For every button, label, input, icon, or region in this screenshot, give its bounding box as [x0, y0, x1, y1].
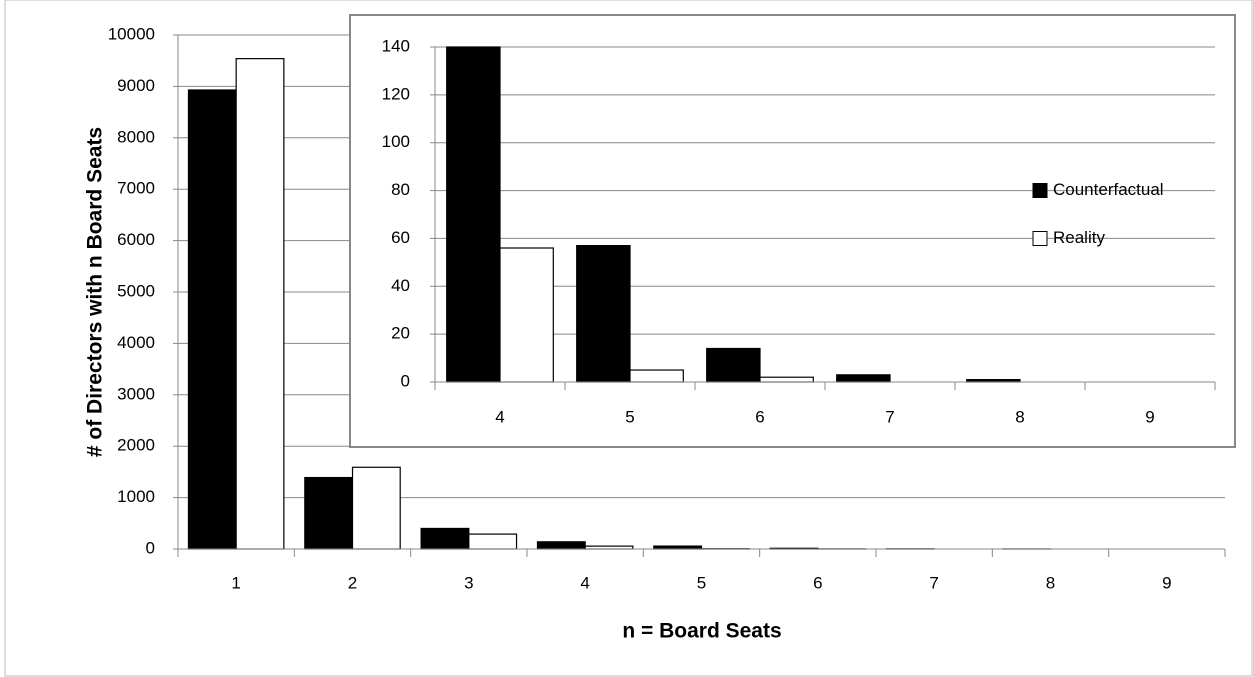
bar — [706, 347, 761, 383]
bar — [304, 476, 354, 550]
y-tick-label: 2000 — [117, 436, 155, 455]
legend-label: Counterfactual — [1053, 180, 1164, 199]
y-tick-label: 20 — [391, 324, 410, 343]
x-tick-label: 6 — [813, 573, 822, 592]
bar — [499, 247, 554, 383]
legend-label: Reality — [1053, 228, 1105, 247]
y-axis-label: # of Directors with n Board Seats — [84, 127, 107, 457]
y-tick-label: 6000 — [117, 230, 155, 249]
bar — [629, 369, 684, 383]
y-tick-label: 80 — [391, 180, 410, 199]
bar — [446, 46, 501, 383]
x-tick-label: 2 — [348, 573, 357, 592]
x-tick-label: 4 — [495, 407, 504, 426]
y-tick-label: 5000 — [117, 281, 155, 300]
x-axis-label: n = Board Seats — [622, 620, 781, 643]
x-tick-label: 8 — [1046, 573, 1055, 592]
legend-swatch — [1032, 183, 1048, 198]
y-tick-label: 60 — [391, 228, 410, 247]
bar — [351, 466, 401, 550]
y-tick-label: 0 — [401, 371, 410, 390]
y-tick-label: 8000 — [117, 127, 155, 146]
y-tick-label: 1000 — [117, 487, 155, 506]
y-tick-label: 9000 — [117, 76, 155, 95]
x-tick-label: 5 — [697, 573, 706, 592]
legend-swatch — [1032, 231, 1048, 246]
bar — [187, 89, 237, 550]
bar — [576, 245, 631, 383]
y-tick-label: 4000 — [117, 333, 155, 352]
y-tick-label: 0 — [146, 538, 155, 557]
x-tick-label: 1 — [231, 573, 240, 592]
x-tick-label: 5 — [625, 407, 634, 426]
y-tick-label: 40 — [391, 276, 410, 295]
bar — [759, 376, 814, 383]
x-tick-label: 6 — [755, 407, 764, 426]
x-tick-label: 9 — [1145, 407, 1154, 426]
y-tick-label: 7000 — [117, 179, 155, 198]
x-tick-label: 7 — [929, 573, 938, 592]
y-tick-label: 3000 — [117, 384, 155, 403]
x-tick-label: 8 — [1015, 407, 1024, 426]
x-tick-label: 9 — [1162, 573, 1171, 592]
y-tick-label: 10000 — [108, 24, 155, 43]
bar — [235, 58, 285, 550]
x-tick-label: 4 — [580, 573, 589, 592]
y-tick-label: 100 — [382, 132, 410, 151]
y-tick-label: 140 — [382, 36, 410, 55]
bar — [836, 374, 891, 383]
bar — [468, 533, 518, 550]
bar — [536, 541, 586, 550]
bar — [420, 527, 470, 550]
y-tick-label: 120 — [382, 84, 410, 103]
x-tick-label: 3 — [464, 573, 473, 592]
x-tick-label: 7 — [885, 407, 894, 426]
